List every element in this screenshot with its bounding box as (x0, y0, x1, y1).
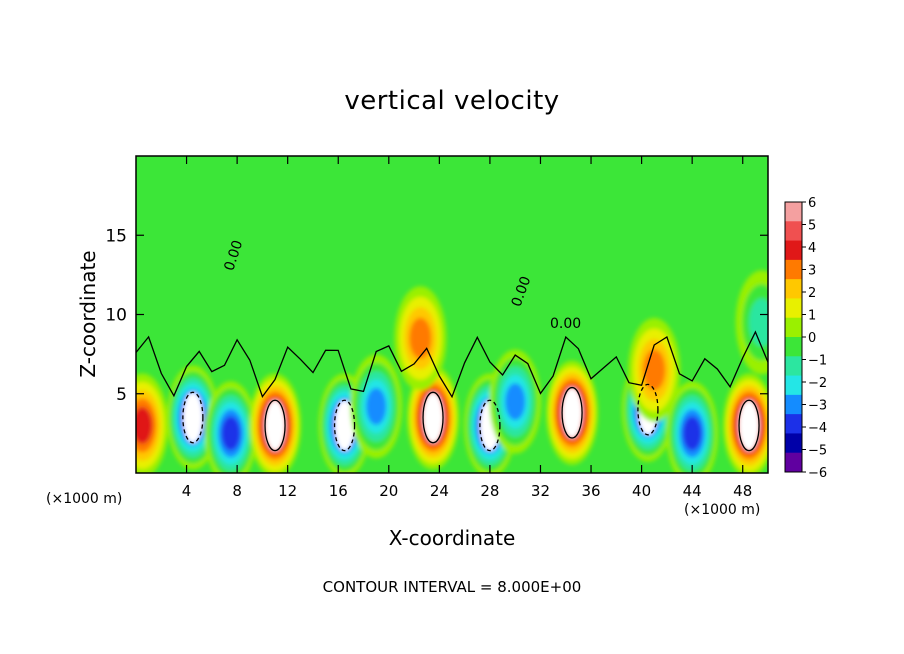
x-axis-ticks: 4 8 12 16 20 24 28 32 36 40 44 48 (182, 156, 752, 500)
colorbar-swatch (785, 221, 802, 241)
x-tick-label: 36 (581, 482, 600, 500)
field-blob (682, 416, 702, 451)
contour-label: 0.00 (550, 316, 581, 332)
x-tick-label: 12 (278, 482, 297, 500)
contour-line (182, 391, 204, 444)
field-blob-core (423, 392, 444, 443)
contour-line (479, 399, 501, 452)
y-tick-label: 15 (105, 226, 127, 246)
colorbar-tick-label: 2 (808, 286, 816, 301)
colorbar-tick-label: 4 (808, 241, 816, 256)
colorbar-tick-label: −1 (808, 354, 827, 369)
contour-line (422, 391, 444, 444)
colorbar-swatch (785, 337, 802, 357)
colorbar-tick-label: −6 (808, 466, 827, 481)
colorbar-swatch (785, 394, 802, 415)
contour-line (637, 383, 659, 436)
contour-line (561, 386, 583, 439)
colorbar-tick-label: 1 (808, 309, 816, 324)
velocity-field (136, 156, 768, 473)
x-tick-label: 44 (683, 482, 702, 500)
colorbar-tick-label: −3 (808, 399, 827, 414)
y-axis-ticks: 5 10 15 (105, 226, 768, 405)
field-blob (136, 407, 153, 444)
field-blob-core (334, 400, 355, 451)
field-blob (505, 383, 526, 421)
field-blob-core (739, 400, 760, 451)
x-axis-label: X-coordinate (388, 526, 516, 550)
field-blob-core (182, 392, 203, 443)
colorbar-tick-label: 5 (808, 219, 816, 234)
field-blob (749, 298, 768, 347)
colorbar-tick-label: 3 (808, 264, 816, 279)
colorbar-swatch (785, 356, 802, 376)
colorbar-tick-label: −4 (808, 421, 827, 436)
colorbar-swatch (785, 375, 802, 396)
colorbar-swatch (785, 298, 802, 319)
contour-line (738, 399, 760, 452)
chart-title: vertical velocity (344, 86, 560, 116)
x-tick-label: 4 (182, 482, 192, 500)
x-tick-label: 48 (733, 482, 752, 500)
contour-line (264, 399, 286, 452)
colorbar: 6 5 4 3 2 1 0 −1 −2 −3 −4 −5 −6 (784, 196, 827, 481)
y-tick-label: 10 (105, 306, 127, 326)
colorbar-swatch (785, 414, 802, 434)
x-tick-label: 16 (329, 482, 348, 500)
colorbar-tick-label: −2 (808, 376, 827, 391)
x-tick-label: 40 (632, 482, 651, 500)
x-tick-label: 8 (232, 482, 242, 500)
colorbar-tick-label: −5 (808, 444, 827, 459)
z-unit-label: (×1000 m) (46, 491, 123, 507)
colorbar-tick-label: 0 (808, 331, 816, 346)
field-blob (643, 349, 666, 391)
colorbar-swatch (785, 452, 802, 473)
field-blob-core (265, 400, 286, 451)
contour-interval-note: CONTOUR INTERVAL = 8.000E+00 (322, 578, 582, 596)
x-tick-label: 20 (379, 482, 398, 500)
contour-line (333, 399, 356, 452)
y-tick-label: 5 (116, 385, 127, 405)
colorbar-swatch (785, 433, 802, 454)
field-blob (366, 388, 387, 425)
x-unit-label: (×1000 m) (684, 502, 761, 518)
colorbar-swatch (785, 202, 802, 222)
colorbar-swatch (785, 317, 802, 338)
zero-contour-line (136, 330, 768, 399)
x-tick-label: 32 (531, 482, 550, 500)
colorbar-tick-label: 6 (808, 196, 816, 211)
field-blob (221, 416, 241, 451)
colorbar-swatch (785, 279, 802, 299)
field-blob-core (562, 387, 583, 438)
x-tick-label: 24 (430, 482, 449, 500)
x-tick-label: 28 (480, 482, 499, 500)
colorbar-swatch (785, 259, 802, 280)
colorbar-swatch (785, 240, 802, 261)
